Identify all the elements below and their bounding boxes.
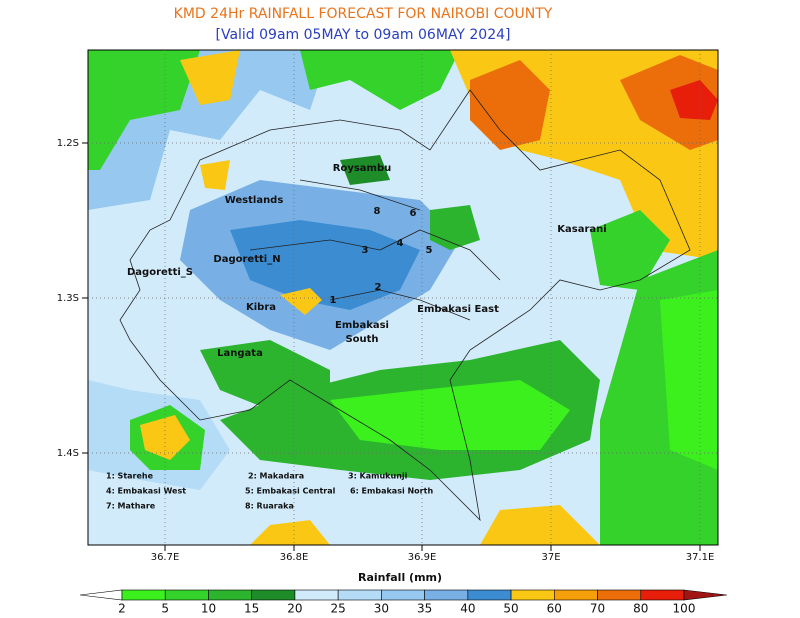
colorbar-segment [251, 589, 296, 601]
colorbar-segment [597, 589, 642, 601]
colorbar-segment [381, 589, 425, 601]
x-tick-label: 37E [541, 552, 560, 563]
place-label: Westlands [225, 195, 284, 206]
labels: 1.2S 1.3S 1.4S 36.7E 36.8E 36.9E 37E 37.1E Roysa… [57, 50, 718, 563]
key-entry: 3: Kamukunji [348, 472, 408, 481]
sub-county-number: 8 [374, 206, 381, 217]
sub-county-number: 5 [426, 245, 433, 256]
colorbar-tick-label: 30 [374, 602, 389, 616]
colorbar-segment [683, 589, 728, 601]
sub-county-number: 2 [375, 282, 382, 293]
colorbar-tick-label: 100 [673, 602, 696, 616]
colorbar-tick-label: 35 [417, 602, 432, 616]
place-label: Roysambu [333, 163, 392, 174]
key-entry: 2: Makadara [248, 472, 304, 481]
y-tick-label: 1.2S [57, 138, 79, 149]
colorbar-segment [164, 589, 209, 601]
sub-county-number: 3 [362, 245, 369, 256]
colorbar-segment [294, 589, 339, 601]
colorbar-tick-label: 40 [460, 602, 475, 616]
place-label: South [345, 334, 378, 345]
colorbar-tick-label: 25 [331, 602, 346, 616]
colorbar-segment [121, 589, 166, 601]
key-entry: 6: Embakasi North [350, 487, 433, 496]
place-label: Dagoretti_N [213, 254, 280, 265]
colorbar-tick-label: 15 [244, 602, 259, 616]
key-entry: 7: Mathare [106, 502, 156, 511]
x-tick-label: 36.9E [408, 552, 437, 563]
subtitle: [Valid 09am 05MAY to 09am 06MAY 2024] [216, 27, 511, 43]
county-boundary [119, 89, 691, 522]
colorbar-segment [510, 589, 555, 601]
rainfall-field [88, 50, 718, 545]
key-entry: 8: Ruaraka [245, 502, 294, 511]
title: KMD 24Hr RAINFALL FORECAST FOR NAIROBI C… [174, 6, 553, 22]
colorbar-segment [208, 589, 252, 601]
map [87, 49, 719, 546]
x-tick-label: 36.7E [151, 552, 180, 563]
place-label: Kibra [246, 302, 276, 313]
place-label: Langata [217, 348, 263, 359]
colorbar-tick-label: 60 [547, 602, 562, 616]
key-entry: 1: Starehe [106, 472, 154, 481]
colorbar-tick-label: 5 [161, 602, 169, 616]
colorbar-segment [467, 589, 512, 601]
y-tick-label: 1.3S [57, 293, 79, 304]
x-tick-label: 37.1E [686, 552, 715, 563]
place-label: Dagoretti_S [127, 267, 193, 278]
colorbar-tick-label: 2 [118, 602, 126, 616]
colorbar-segment [79, 589, 123, 601]
key-entry: 4: Embakasi West [106, 487, 186, 496]
colorbar-tick-label: 80 [633, 602, 648, 616]
y-tick-label: 1.4S [57, 448, 79, 459]
colorbar-tick-label: 70 [590, 602, 605, 616]
colorbar-tick-label: 20 [287, 602, 302, 616]
colorbar-tick-label: 50 [503, 602, 518, 616]
place-label: Embakasi [335, 320, 389, 331]
key-entry: 5: Embakasi Central [245, 487, 336, 496]
sub-county-number: 6 [410, 208, 417, 219]
colorbar-segment [554, 589, 598, 601]
colorbar-segment [640, 589, 685, 601]
sub-county-number: 1 [330, 295, 337, 306]
sub-county-number: 4 [397, 238, 404, 249]
place-label: Kasarani [557, 224, 606, 235]
colorbar-tick-label: 10 [201, 602, 216, 616]
colorbar-segment [424, 589, 469, 601]
place-label: Embakasi East [417, 304, 499, 315]
x-tick-label: 36.8E [280, 552, 309, 563]
colorbar-segment [337, 589, 382, 601]
colorbar-label: Rainfall (mm) [358, 571, 442, 584]
